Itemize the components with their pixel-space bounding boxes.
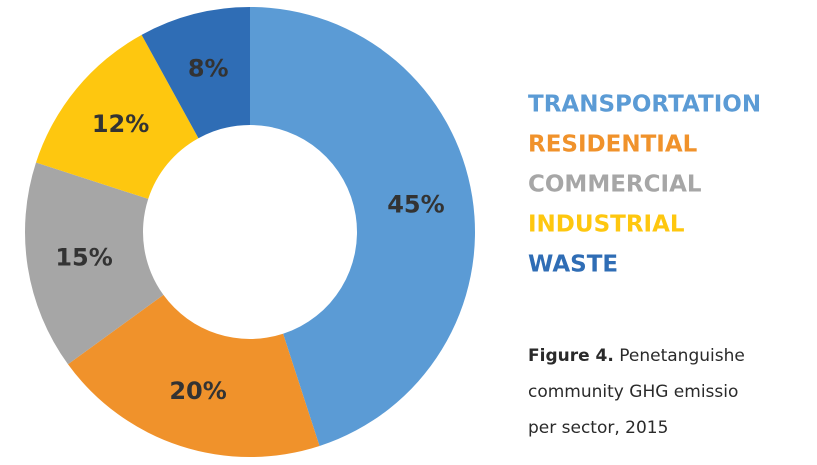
legend-entry: INDUSTRIAL (528, 212, 685, 238)
value-label: 15% (55, 243, 112, 271)
legend-entry: WASTE (528, 252, 618, 278)
donut-slice (141, 7, 250, 139)
caption-text: per sector, 2015 (528, 418, 668, 438)
caption-text: Penetanguishe (619, 346, 745, 366)
value-label: 12% (92, 110, 149, 138)
donut-slice (67, 294, 320, 458)
legend-entry: RESIDENTIAL (528, 132, 698, 158)
value-label: 45% (387, 191, 444, 219)
caption-label: Figure 4. (528, 346, 614, 366)
caption-line: Figure 4. Penetanguishe (528, 346, 745, 366)
caption-line: per sector, 2015 (528, 418, 668, 438)
donut-slice (250, 7, 475, 446)
caption-line: community GHG emissio (528, 382, 738, 402)
donut-slice (36, 34, 199, 199)
value-label: 8% (188, 54, 229, 82)
value-label: 20% (169, 377, 226, 405)
caption-text: community GHG emissio (528, 382, 738, 402)
legend-entry: TRANSPORTATION (528, 92, 761, 118)
donut-slice (25, 162, 164, 365)
legend-entry: COMMERCIAL (528, 172, 702, 198)
